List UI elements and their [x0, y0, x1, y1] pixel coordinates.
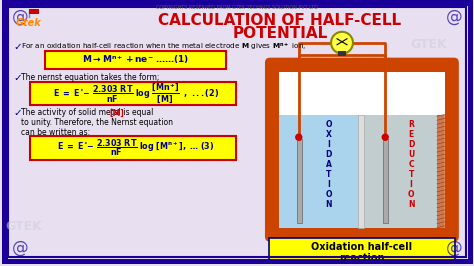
Text: For an oxidation half-cell reaction when the metal electrode $\mathbf{M}$ gives : For an oxidation half-cell reaction when… — [21, 42, 307, 53]
Text: $\mathbf{M \rightarrow M^{n+} + ne^{-}\ \ldots\ldots (1)}$: $\mathbf{M \rightarrow M^{n+} + ne^{-}\ … — [82, 53, 190, 66]
Text: N: N — [325, 200, 332, 209]
Text: ✓: ✓ — [13, 108, 22, 118]
Text: O: O — [325, 190, 332, 199]
Text: GTEK: GTEK — [5, 220, 42, 233]
FancyBboxPatch shape — [45, 51, 226, 69]
Text: CALCULATION OF HALF-CELL: CALCULATION OF HALF-CELL — [158, 13, 401, 28]
Circle shape — [331, 32, 353, 54]
Bar — [383, 139, 388, 223]
Text: A: A — [326, 160, 331, 169]
Bar — [364, 115, 444, 228]
Text: D: D — [325, 150, 332, 159]
Text: I: I — [327, 140, 330, 149]
Text: D: D — [408, 140, 414, 149]
Text: to unity. Therefore, the Nernst equation: to unity. Therefore, the Nernst equation — [21, 118, 173, 127]
Text: ✓: ✓ — [13, 42, 22, 52]
Text: @: @ — [446, 8, 463, 26]
Text: The activity of solid metal: The activity of solid metal — [21, 108, 124, 117]
Text: T: T — [326, 170, 331, 179]
Text: C: C — [408, 160, 414, 169]
Text: O: O — [408, 190, 414, 199]
Text: I: I — [327, 180, 330, 189]
Text: O: O — [325, 120, 332, 129]
Bar — [437, 115, 445, 228]
FancyBboxPatch shape — [30, 81, 236, 105]
Text: is equal: is equal — [121, 108, 153, 117]
FancyBboxPatch shape — [30, 136, 236, 160]
FancyBboxPatch shape — [269, 238, 455, 266]
Bar — [279, 72, 445, 228]
Bar — [297, 139, 302, 223]
Bar — [338, 51, 346, 56]
Text: X: X — [326, 130, 331, 139]
Text: E: E — [409, 130, 414, 139]
Text: $\mathbf{E\ =\ E^{\circ}\mathbf{-}\ \dfrac{2.303\ RT}{nF}\ log\ \dfrac{[Mn^{+}]}: $\mathbf{E\ =\ E^{\circ}\mathbf{-}\ \dfr… — [53, 82, 219, 105]
Circle shape — [382, 134, 388, 140]
Text: GTEK: GTEK — [410, 38, 447, 51]
Text: I: I — [410, 180, 412, 189]
Text: N: N — [408, 200, 414, 209]
Text: ✓: ✓ — [13, 73, 22, 82]
Text: Oxidation half-cell
reaction: Oxidation half-cell reaction — [311, 242, 412, 263]
FancyBboxPatch shape — [265, 58, 459, 242]
Text: Gtek: Gtek — [16, 18, 41, 28]
Text: U: U — [408, 150, 414, 159]
Text: @: @ — [11, 8, 28, 26]
Text: $\mathbf{E\ =\ E^{\circ}\mathbf{-}\ \dfrac{2.303\ RT}{nF}\ log\ [M^{n+}],\ \ldot: $\mathbf{E\ =\ E^{\circ}\mathbf{-}\ \dfr… — [57, 138, 214, 158]
Text: POTENTIAL: POTENTIAL — [232, 26, 328, 41]
Circle shape — [296, 134, 302, 140]
Bar — [358, 115, 365, 228]
Text: COPYRIGHTS RESERVED FROM GTEK TECHNOS SOLUTION PVT LTD: COPYRIGHTS RESERVED FROM GTEK TECHNOS SO… — [156, 5, 318, 10]
Text: @: @ — [11, 239, 28, 256]
Text: can be written as:: can be written as: — [21, 128, 91, 137]
Text: @: @ — [446, 239, 463, 256]
Text: [M]: [M] — [109, 108, 124, 117]
Text: T: T — [409, 170, 414, 179]
Bar — [279, 115, 359, 228]
Text: R: R — [408, 120, 414, 129]
Bar — [364, 115, 444, 228]
Bar — [29, 9, 39, 14]
Text: The nernst equation takes the form;: The nernst equation takes the form; — [21, 73, 160, 82]
